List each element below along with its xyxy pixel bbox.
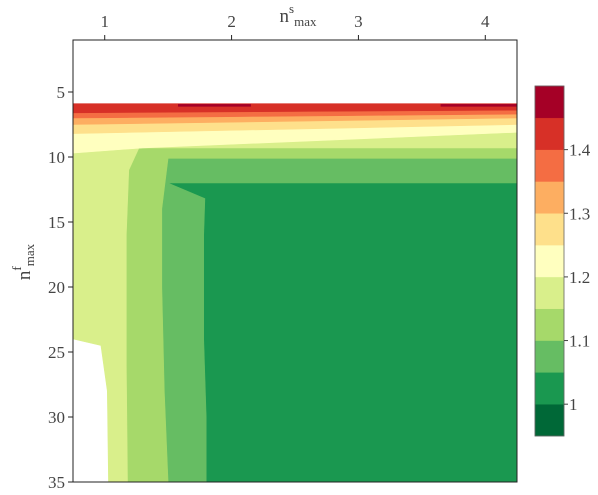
y-tick-label: 25 xyxy=(48,343,65,362)
colorbar-tick-label: 1.1 xyxy=(569,332,590,351)
colorbar-segment xyxy=(534,340,565,373)
colorbar-segment xyxy=(534,276,565,309)
x-axis: 1 2 3 4 xyxy=(100,12,490,40)
colorbar-frame xyxy=(534,85,565,437)
x-tick-label: 2 xyxy=(227,12,236,31)
colorbar-segment xyxy=(534,181,565,214)
colorbar-segment xyxy=(534,149,565,182)
contour-region-band-10 xyxy=(440,104,517,107)
colorbar-tick-label: 1.4 xyxy=(569,141,591,160)
y-axis-label: nfmax xyxy=(9,243,37,280)
y-tick-label: 20 xyxy=(48,278,65,297)
colorbar-segment xyxy=(534,213,565,246)
colorbar-segment xyxy=(534,372,565,405)
contour-region-band-10 xyxy=(178,104,251,107)
x-tick-label: 1 xyxy=(100,12,109,31)
y-axis: 5 10 15 20 25 30 35 xyxy=(48,83,73,492)
colorbar-tick-label: 1.2 xyxy=(569,268,590,287)
colorbar-segment xyxy=(534,244,565,278)
x-axis-label: nsmax xyxy=(280,1,317,29)
x-tick-label: 4 xyxy=(481,12,490,31)
colorbar: 1 1.1 1.2 1.3 1.4 xyxy=(534,85,591,437)
colorbar-segment xyxy=(534,403,565,437)
contour-region-band-4 xyxy=(73,131,517,482)
y-tick-label: 10 xyxy=(48,148,65,167)
colorbar-segment xyxy=(534,117,565,150)
contour-region-band-1 xyxy=(167,182,517,482)
colorbar-tick-label: 1 xyxy=(569,395,578,414)
x-tick-label: 3 xyxy=(354,12,363,31)
colorbar-segment xyxy=(534,85,565,119)
plot-frame xyxy=(72,39,518,483)
y-tick-label: 5 xyxy=(57,83,66,102)
y-tick-label: 35 xyxy=(48,473,65,492)
y-tick-label: 30 xyxy=(48,408,65,427)
y-tick-label: 15 xyxy=(48,213,65,232)
contour-region-layer xyxy=(73,40,517,482)
colorbar-tick-label: 1.3 xyxy=(569,204,590,223)
colorbar-segment xyxy=(534,308,565,341)
